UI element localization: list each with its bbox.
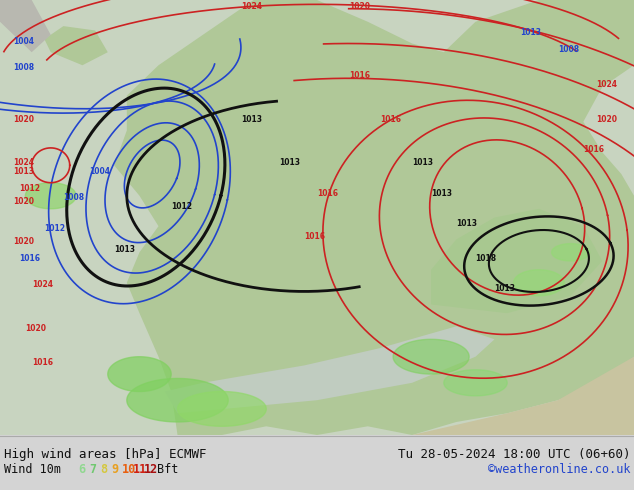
Text: 1020: 1020	[13, 115, 34, 124]
Text: 1013: 1013	[241, 115, 262, 124]
Text: 9: 9	[111, 463, 118, 476]
Text: 1016: 1016	[380, 115, 401, 124]
Polygon shape	[552, 244, 590, 261]
Text: 1024: 1024	[596, 80, 617, 89]
Text: ©weatheronline.co.uk: ©weatheronline.co.uk	[488, 463, 630, 476]
Polygon shape	[44, 26, 108, 65]
Polygon shape	[514, 270, 564, 296]
Text: 11: 11	[133, 463, 147, 476]
Text: 1012: 1012	[19, 184, 40, 194]
Text: 1016: 1016	[304, 232, 325, 241]
Text: 1016: 1016	[32, 358, 53, 368]
Polygon shape	[178, 392, 266, 426]
Text: 1016: 1016	[583, 145, 604, 154]
Polygon shape	[114, 0, 634, 435]
Polygon shape	[178, 357, 634, 435]
Text: 10: 10	[122, 463, 136, 476]
Text: 1008: 1008	[558, 45, 579, 54]
Text: 1018: 1018	[476, 254, 496, 263]
Text: 1008: 1008	[13, 63, 34, 72]
Polygon shape	[444, 370, 507, 396]
Text: 1004: 1004	[13, 36, 34, 46]
Polygon shape	[393, 339, 469, 374]
Text: 1020: 1020	[596, 115, 617, 124]
Text: 1013: 1013	[13, 167, 34, 176]
Polygon shape	[108, 357, 171, 392]
Text: 1008: 1008	[63, 193, 84, 202]
Polygon shape	[0, 0, 51, 52]
Text: 1020: 1020	[13, 197, 34, 206]
Text: 1013: 1013	[495, 285, 515, 294]
Text: 1013: 1013	[431, 189, 452, 198]
Polygon shape	[127, 378, 228, 422]
Text: 1024: 1024	[32, 280, 53, 289]
Text: 1012: 1012	[171, 202, 192, 211]
Text: Bft: Bft	[157, 463, 178, 476]
Text: 1013: 1013	[412, 158, 433, 167]
Text: 1004: 1004	[89, 167, 110, 176]
Text: 1016: 1016	[349, 72, 370, 80]
Text: 6: 6	[78, 463, 85, 476]
Text: 1013: 1013	[279, 158, 300, 167]
Text: 1024: 1024	[13, 158, 34, 167]
Polygon shape	[127, 130, 203, 218]
Text: 12: 12	[144, 463, 158, 476]
Polygon shape	[165, 326, 495, 413]
Text: 8: 8	[100, 463, 107, 476]
Text: 1013: 1013	[114, 245, 135, 254]
Polygon shape	[431, 209, 602, 313]
Polygon shape	[25, 183, 76, 209]
Text: 1013: 1013	[456, 219, 477, 228]
Text: 1024: 1024	[241, 1, 262, 11]
Text: 1016: 1016	[19, 254, 40, 263]
Text: 1020: 1020	[13, 237, 34, 245]
Text: 1020: 1020	[349, 1, 370, 11]
Polygon shape	[279, 22, 380, 152]
Text: Wind 10m: Wind 10m	[4, 463, 61, 476]
Text: 1012: 1012	[44, 223, 65, 233]
Text: Tu 28-05-2024 18:00 UTC (06+60): Tu 28-05-2024 18:00 UTC (06+60)	[398, 448, 630, 461]
Text: High wind areas [hPa] ECMWF: High wind areas [hPa] ECMWF	[4, 448, 207, 461]
Text: 1020: 1020	[25, 323, 46, 333]
Text: 1013: 1013	[520, 28, 541, 37]
Text: 1016: 1016	[317, 189, 338, 198]
Text: 7: 7	[89, 463, 96, 476]
